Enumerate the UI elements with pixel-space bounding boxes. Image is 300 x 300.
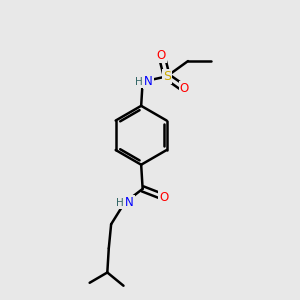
Text: S: S bbox=[163, 70, 171, 83]
Text: N: N bbox=[144, 75, 153, 88]
Text: O: O bbox=[180, 82, 189, 95]
Text: H: H bbox=[135, 77, 143, 87]
Text: O: O bbox=[159, 190, 169, 204]
Text: H: H bbox=[116, 198, 123, 208]
Text: N: N bbox=[125, 196, 134, 209]
Text: O: O bbox=[157, 49, 166, 62]
